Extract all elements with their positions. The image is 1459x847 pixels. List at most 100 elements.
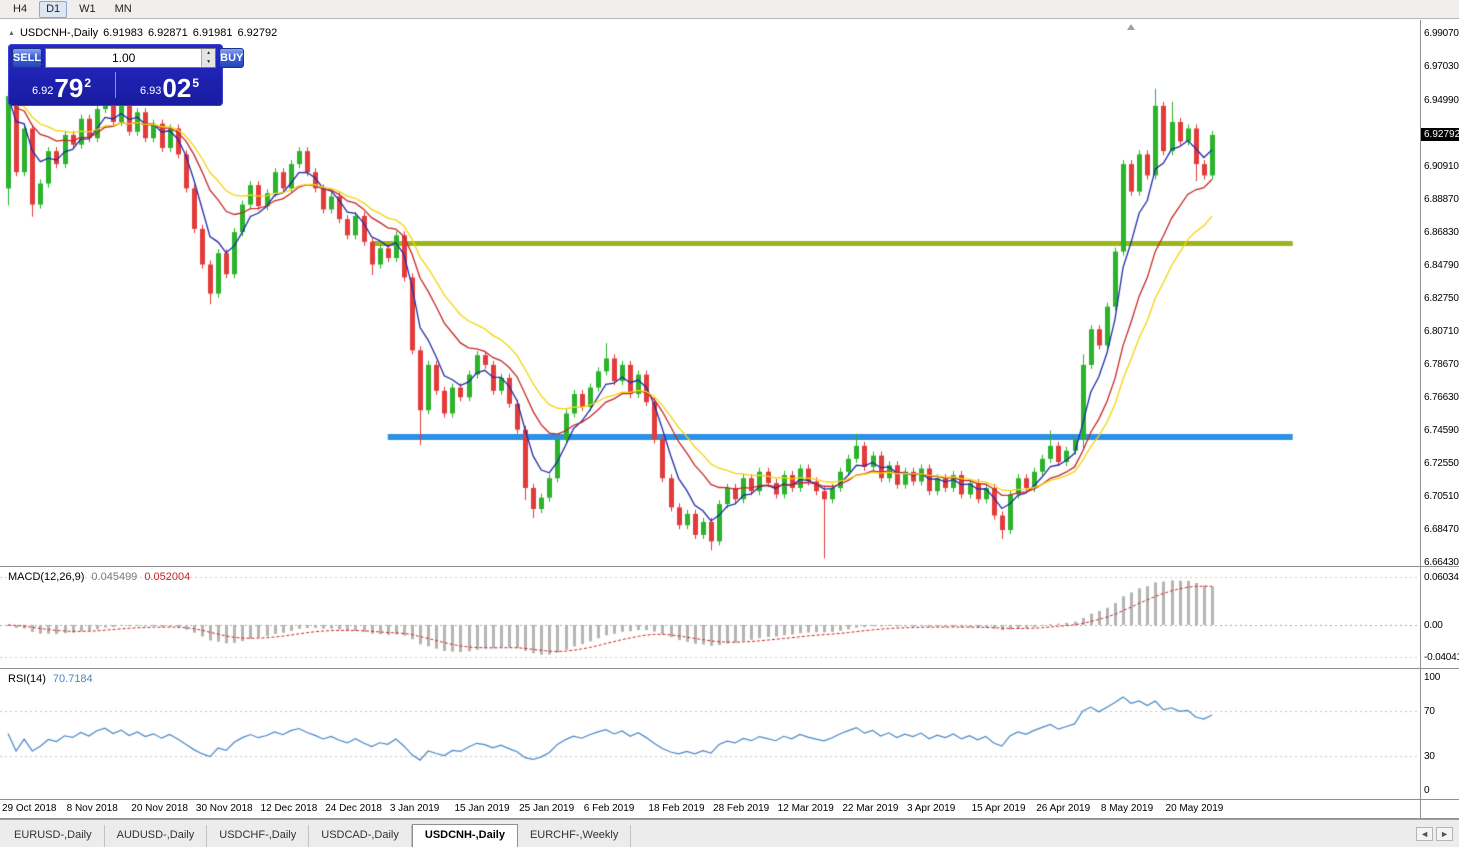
tab-usdcad-daily[interactable]: USDCAD-,Daily xyxy=(309,825,412,847)
timeframe-toolbar: H4 D1 W1 MN xyxy=(0,0,1459,19)
rsi-axis-label: 70 xyxy=(1424,705,1435,717)
price-axis-label: 6.78670 xyxy=(1424,358,1459,370)
volume-increase-button[interactable]: ▲ xyxy=(202,49,216,58)
macd-main-value: 0.045499 xyxy=(91,571,138,583)
date-axis-label: 22 Mar 2019 xyxy=(842,803,899,814)
price-axis-label: 6.66430 xyxy=(1424,556,1459,568)
sell-price-sup: 2 xyxy=(84,76,92,90)
price-axis-label: 6.86830 xyxy=(1424,226,1459,238)
tab-usdcnh-daily[interactable]: USDCNH-,Daily xyxy=(411,824,518,847)
price-axis-label: 6.90910 xyxy=(1424,160,1459,172)
macd-axis-label: 0.00 xyxy=(1424,619,1443,631)
rsi-axis-label: 0 xyxy=(1424,785,1430,796)
price-axis-label: 6.74590 xyxy=(1424,424,1459,436)
chart-tab-bar: ◄ ► EURUSD-,Daily AUDUSD-,Daily USDCHF-,Da… xyxy=(0,819,1459,847)
chart-shift-marker[interactable] xyxy=(1127,24,1135,30)
volume-spinner: ▲ ▼ xyxy=(201,49,216,67)
ohlc-close: 6.92792 xyxy=(237,27,278,39)
price-divider xyxy=(115,72,116,98)
date-axis-label: 28 Feb 2019 xyxy=(713,803,770,814)
rsi-params: RSI(14) xyxy=(8,673,46,685)
one-click-trading-panel: SELL ▲ ▼ BUY 6.92 79 2 6.93 xyxy=(8,44,245,106)
tab-usdchf-daily[interactable]: USDCHF-,Daily xyxy=(207,825,310,847)
macd-params: MACD(12,26,9) xyxy=(8,571,85,583)
pane-divider[interactable] xyxy=(0,566,1459,567)
date-axis-label: 15 Jan 2019 xyxy=(454,803,510,814)
volume-input[interactable] xyxy=(46,49,202,67)
date-axis-label: 6 Feb 2019 xyxy=(583,803,635,814)
price-axis-label: 6.99070 xyxy=(1424,28,1459,40)
price-axis: 6.990706.970306.949906.929506.909106.888… xyxy=(1424,20,1459,568)
date-axis-label: 26 Apr 2019 xyxy=(1036,803,1091,814)
rsi-pane: RSI(14) 70.7184 xyxy=(0,669,1459,799)
macd-axis: 0.060342 0.00 -0.04041 xyxy=(1424,567,1459,668)
macd-pane: MACD(12,26,9) 0.045499 0.052004 xyxy=(0,567,1459,668)
tab-eurusd-daily[interactable]: EURUSD-,Daily xyxy=(2,825,105,847)
price-axis-label: 6.88870 xyxy=(1424,193,1459,205)
date-axis-label: 24 Dec 2018 xyxy=(325,803,382,814)
pane-divider xyxy=(0,799,1459,800)
tab-scroll-right-button[interactable]: ► xyxy=(1436,827,1453,841)
price-axis-label: 6.70510 xyxy=(1424,490,1459,502)
price-axis-label: 6.94990 xyxy=(1424,94,1459,106)
sell-button[interactable]: SELL xyxy=(12,48,43,68)
date-axis-label: 20 May 2019 xyxy=(1165,803,1224,814)
buy-price-prefix: 6.93 xyxy=(139,85,162,97)
date-axis-label: 12 Dec 2018 xyxy=(260,803,318,814)
timeframe-button-d1[interactable]: D1 xyxy=(39,0,68,18)
buy-price[interactable]: 6.93 02 5 xyxy=(116,69,223,103)
ohlc-high: 6.92871 xyxy=(147,27,188,39)
price-axis-label: 6.84790 xyxy=(1424,259,1459,271)
date-axis-label: 20 Nov 2018 xyxy=(131,803,188,814)
sell-price[interactable]: 6.92 79 2 xyxy=(8,69,115,103)
timeframe-button-h4[interactable]: H4 xyxy=(6,1,34,18)
date-axis-label: 25 Jan 2019 xyxy=(519,803,575,814)
tab-eurchf-weekly[interactable]: EURCHF-,Weekly xyxy=(518,825,632,847)
date-axis-label: 18 Feb 2019 xyxy=(648,803,705,814)
macd-axis-label: 0.060342 xyxy=(1424,572,1459,583)
buy-button[interactable]: BUY xyxy=(219,48,245,68)
timeframe-button-w1[interactable]: W1 xyxy=(72,1,103,18)
series-marker-icon: ▲ xyxy=(8,29,15,37)
ohlc-info-line: ▲ USDCNH-,Daily 6.91983 6.92871 6.91981 … xyxy=(8,27,277,39)
macd-label: MACD(12,26,9) 0.045499 0.052004 xyxy=(8,571,190,583)
volume-decrease-button[interactable]: ▼ xyxy=(202,58,216,67)
price-axis-label: 6.80710 xyxy=(1424,325,1459,337)
price-axis-label: 6.72550 xyxy=(1424,457,1459,469)
axis-separator xyxy=(1420,20,1421,818)
date-axis-label: 29 Oct 2018 xyxy=(2,803,57,814)
sell-price-main: 79 xyxy=(54,73,84,103)
price-axis-label: 6.68470 xyxy=(1424,523,1459,535)
current-price-tag: 6.92792 xyxy=(1421,128,1459,142)
tab-scroll-left-button[interactable]: ◄ xyxy=(1416,827,1434,841)
macd-chart-canvas[interactable] xyxy=(0,567,1420,668)
price-axis-label: 6.76630 xyxy=(1424,391,1459,403)
pane-divider[interactable] xyxy=(0,668,1459,669)
date-axis-label: 3 Apr 2019 xyxy=(906,803,956,814)
date-axis-label: 30 Nov 2018 xyxy=(195,803,253,814)
rsi-axis-label: 100 xyxy=(1424,672,1441,683)
ohlc-open: 6.91983 xyxy=(103,27,143,39)
date-axis-label: 8 Nov 2018 xyxy=(66,803,118,814)
price-axis-label: 6.97030 xyxy=(1424,61,1459,73)
price-chart-canvas[interactable] xyxy=(0,20,1420,566)
rsi-label: RSI(14) 70.7184 xyxy=(8,673,93,685)
date-axis[interactable]: 29 Oct 2018 8 Nov 2018 20 Nov 2018 30 Nov 2… xyxy=(0,800,1459,818)
macd-axis-label: -0.04041 xyxy=(1424,652,1459,663)
rsi-value: 70.7184 xyxy=(52,673,93,685)
ohlc-low: 6.91981 xyxy=(192,27,233,39)
volume-field: ▲ ▼ xyxy=(45,48,217,68)
tab-audusd-daily[interactable]: AUDUSD-,Daily xyxy=(105,825,208,847)
ohlc-symbol: USDCNH-,Daily xyxy=(19,27,99,39)
tab-scroll-controls: ◄ ► xyxy=(1416,827,1459,847)
rsi-chart-canvas[interactable] xyxy=(0,669,1420,799)
timeframe-button-mn[interactable]: MN xyxy=(108,1,139,18)
buy-price-sup: 5 xyxy=(192,76,200,90)
date-axis-label: 8 May 2019 xyxy=(1100,803,1154,814)
macd-signal-value: 0.052004 xyxy=(144,571,191,583)
window-bottom-edge xyxy=(0,818,1459,819)
buy-price-main: 02 xyxy=(162,73,192,103)
date-axis-label: 12 Mar 2019 xyxy=(777,803,834,814)
rsi-axis-label: 30 xyxy=(1424,751,1435,763)
